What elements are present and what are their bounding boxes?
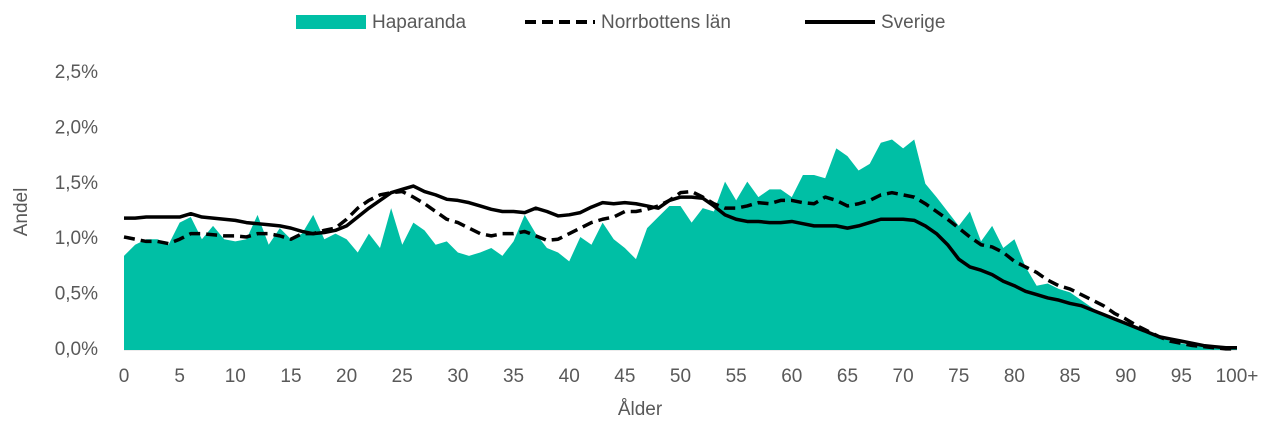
x-tick-label: 35 [503, 366, 524, 387]
x-tick-label: 45 [614, 366, 635, 387]
y-tick-label: 1,0% [55, 228, 98, 249]
x-tick-label: 50 [670, 366, 691, 387]
x-tick-label: 90 [1115, 366, 1136, 387]
legend-label: Haparanda [372, 12, 466, 33]
legend-label: Norrbottens län [601, 12, 731, 33]
x-axis-label: Ålder [618, 399, 663, 420]
y-tick-label: 1,5% [55, 173, 98, 194]
x-tick-label: 40 [559, 366, 580, 387]
y-tick-label: 0,0% [55, 339, 98, 360]
x-tick-label: 100+ [1216, 366, 1259, 387]
x-tick-label: 15 [280, 366, 301, 387]
y-axis-label: Andel [11, 188, 32, 237]
x-tick-label: 10 [225, 366, 246, 387]
x-tick-label: 60 [781, 366, 802, 387]
x-tick-label: 95 [1171, 366, 1192, 387]
x-tick-label: 65 [837, 366, 858, 387]
y-tick-label: 0,5% [55, 284, 98, 305]
legend-swatch [296, 15, 366, 29]
legend-label: Sverige [881, 12, 945, 33]
area [124, 139, 1237, 350]
x-tick-label: 5 [174, 366, 185, 387]
x-tick-label: 25 [392, 366, 413, 387]
y-tick-label: 2,5% [55, 62, 98, 83]
x-tick-label: 80 [1004, 366, 1025, 387]
x-tick-label: 30 [447, 366, 468, 387]
x-tick-label: 85 [1059, 366, 1080, 387]
x-tick-label: 70 [893, 366, 914, 387]
y-tick-label: 2,0% [55, 117, 98, 138]
x-tick-label: 55 [726, 366, 747, 387]
x-tick-label: 20 [336, 366, 357, 387]
line [124, 184, 1237, 350]
x-tick-label: 0 [119, 366, 130, 387]
x-tick-label: 75 [948, 366, 969, 387]
